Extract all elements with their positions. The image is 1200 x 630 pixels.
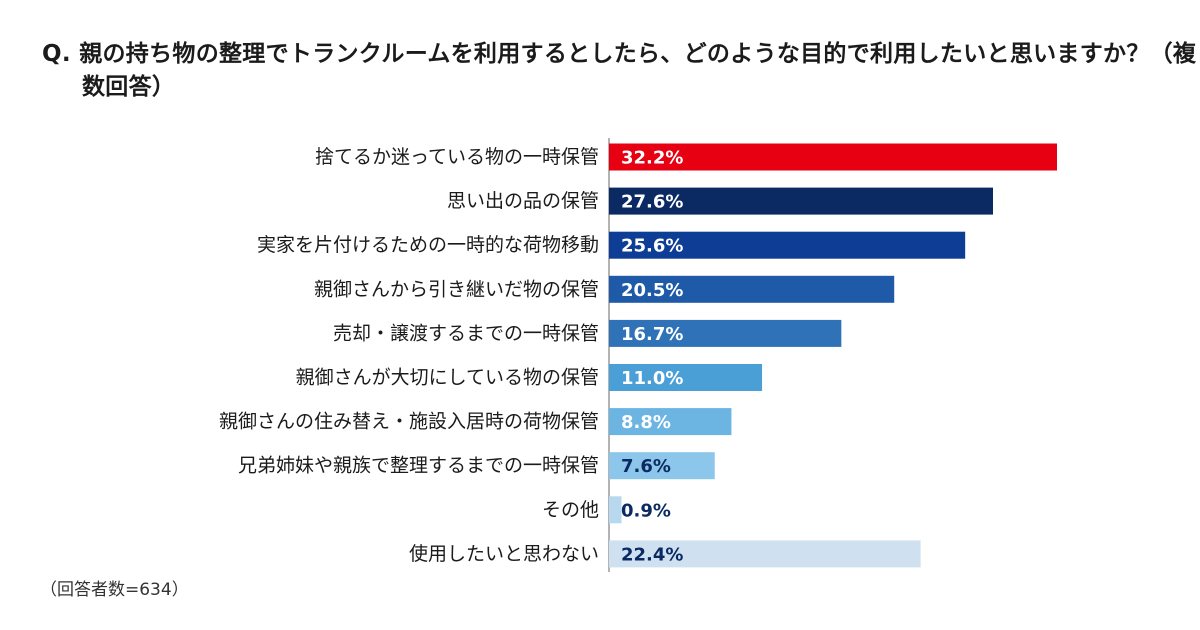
value-label-2: 27.6% bbox=[621, 192, 683, 213]
value-label-9: 0.9% bbox=[621, 500, 671, 521]
question-title: Q. 親の持ち物の整理でトランクルームを利用するとしたら、どのような目的で利用し… bbox=[42, 41, 1197, 100]
bar-3 bbox=[609, 231, 966, 259]
category-label-3: 実家を片付けるための一時的な荷物移動 bbox=[257, 234, 599, 256]
category-label-1: 捨てるか迷っている物の一時保管 bbox=[315, 146, 599, 168]
bar-5 bbox=[609, 319, 842, 347]
bar-9 bbox=[609, 496, 622, 524]
value-label-5: 16.7% bbox=[621, 324, 683, 345]
respondent-count-note: （回答者数=634） bbox=[40, 580, 189, 600]
bar-2 bbox=[609, 187, 993, 215]
value-label-10: 22.4% bbox=[621, 544, 683, 565]
category-label-5: 売却・譲渡するまでの一時保管 bbox=[333, 322, 599, 344]
bar-7 bbox=[609, 408, 732, 436]
value-label-4: 20.5% bbox=[621, 280, 683, 301]
bar-1 bbox=[609, 143, 1057, 171]
value-label-1: 32.2% bbox=[621, 148, 683, 169]
value-label-8: 7.6% bbox=[621, 456, 671, 477]
category-label-7: 親御さんの住み替え・施設入居時の荷物保管 bbox=[219, 411, 599, 433]
category-label-9: その他 bbox=[542, 499, 599, 521]
bar-10 bbox=[609, 540, 921, 568]
value-label-6: 11.0% bbox=[621, 368, 683, 389]
bar-8 bbox=[609, 452, 715, 480]
category-label-10: 使用したいと思わない bbox=[409, 543, 599, 565]
category-label-4: 親御さんから引き継いだ物の保管 bbox=[314, 278, 599, 300]
value-label-7: 8.8% bbox=[621, 412, 671, 433]
category-label-8: 兄弟姉妹や親族で整理するまでの一時保管 bbox=[238, 455, 599, 477]
value-label-3: 25.6% bbox=[621, 236, 683, 257]
bar-4 bbox=[609, 275, 895, 303]
bar-6 bbox=[609, 364, 763, 391]
category-label-6: 親御さんが大切にしている物の保管 bbox=[296, 367, 599, 389]
category-label-2: 思い出の品の保管 bbox=[447, 190, 599, 212]
